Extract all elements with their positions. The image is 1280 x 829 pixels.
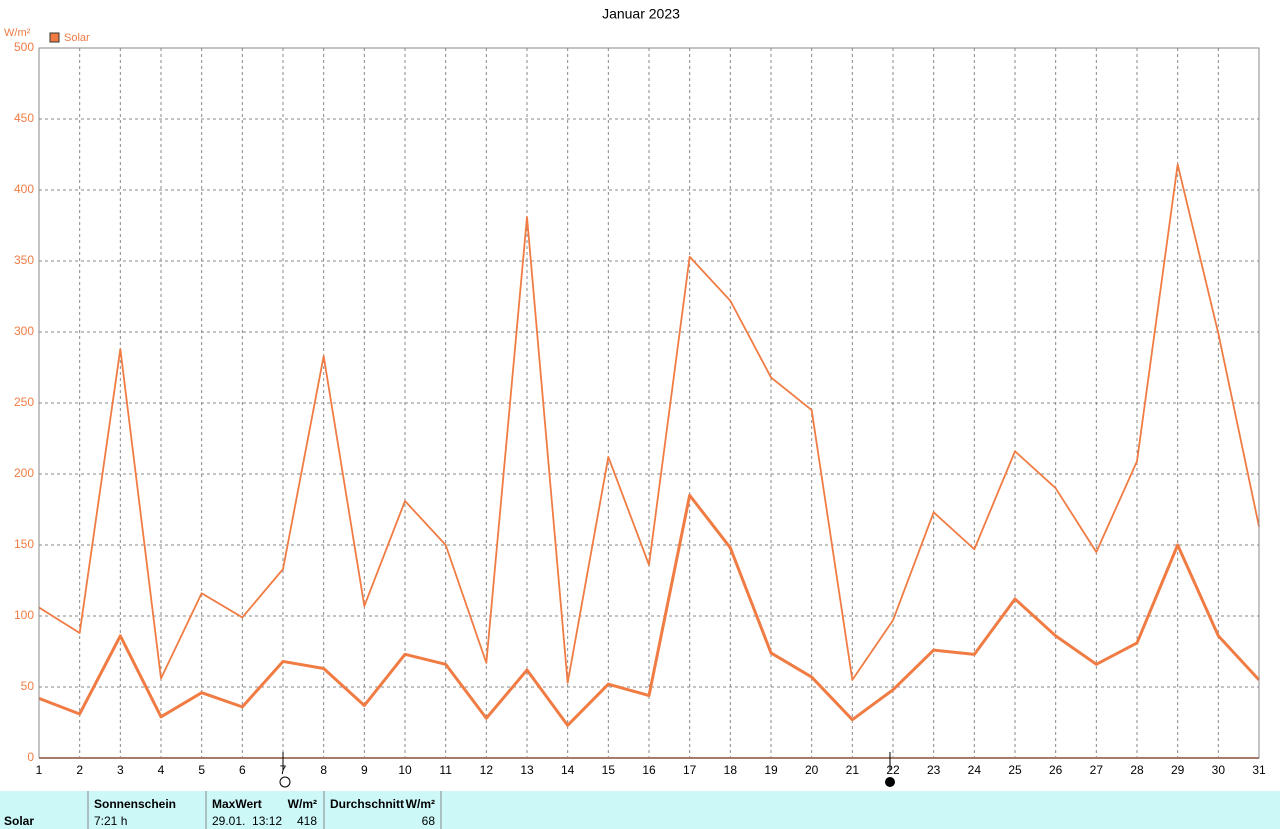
y-tick-label: 100 xyxy=(14,608,34,622)
y-tick-label: 450 xyxy=(14,111,34,125)
cell: 68 xyxy=(422,814,436,828)
x-tick-label: 4 xyxy=(158,763,165,777)
y-tick-label: 250 xyxy=(14,395,34,409)
x-tick-label: 18 xyxy=(724,763,738,777)
chart-title: Januar 2023 xyxy=(602,6,680,22)
x-tick-label: 17 xyxy=(683,763,697,777)
column-header: MaxWert xyxy=(212,797,262,811)
x-tick-label: 20 xyxy=(805,763,819,777)
x-tick-label: 13 xyxy=(520,763,534,777)
x-tick-label: 28 xyxy=(1130,763,1144,777)
x-tick-label: 2 xyxy=(76,763,83,777)
x-tick-label: 5 xyxy=(198,763,205,777)
x-tick-label: 6 xyxy=(239,763,246,777)
x-tick-label: 22 xyxy=(886,763,900,777)
cell: 7:21 h xyxy=(94,814,127,828)
legend-label: Solar xyxy=(64,32,90,44)
x-tick-label: 3 xyxy=(117,763,124,777)
x-tick-label: 12 xyxy=(480,763,494,777)
x-tick-label: 19 xyxy=(764,763,778,777)
y-tick-label: 350 xyxy=(14,253,34,267)
column-header: Sonnenschein xyxy=(94,797,176,811)
x-tick-label: 8 xyxy=(320,763,327,777)
x-tick-label: 16 xyxy=(642,763,656,777)
x-tick-label: 29 xyxy=(1171,763,1185,777)
x-tick-label: 31 xyxy=(1252,763,1266,777)
x-tick-label: 26 xyxy=(1049,763,1063,777)
summary-table: Solar Sonnenschein 7:21 h MaxWert W/m² 2… xyxy=(0,791,1280,829)
x-tick-label: 10 xyxy=(398,763,412,777)
line-series xyxy=(38,163,1260,684)
x-tick-label: 1 xyxy=(36,763,43,777)
legend-swatch xyxy=(49,32,60,43)
x-tick-label: 14 xyxy=(561,763,575,777)
x-tick-label: 15 xyxy=(602,763,616,777)
y-tick-label: 500 xyxy=(14,40,34,54)
x-tick-label: 21 xyxy=(846,763,860,777)
x-tick-label: 11 xyxy=(439,763,452,777)
new-moon-icon xyxy=(885,777,895,787)
y-tick-label: 150 xyxy=(14,537,34,551)
x-tick-label: 27 xyxy=(1090,763,1104,777)
y-tick-label: 300 xyxy=(14,324,34,338)
x-tick-label: 7 xyxy=(280,763,287,777)
x-tick-label: 9 xyxy=(361,763,368,777)
plot-frame xyxy=(38,47,1260,759)
y-unit: W/m² xyxy=(4,27,31,39)
column-header: Durchschnitt xyxy=(330,797,404,811)
y-tick-label: 400 xyxy=(14,182,34,196)
row-label: Solar xyxy=(4,814,34,828)
x-tick-label: 25 xyxy=(1008,763,1022,777)
line-series xyxy=(38,493,1261,727)
y-tick-label: 50 xyxy=(21,679,35,693)
x-tick-label: 30 xyxy=(1212,763,1226,777)
y-tick-label: 0 xyxy=(27,750,34,764)
y-tick-label: 200 xyxy=(14,466,34,480)
cell: 418 xyxy=(297,814,317,828)
x-tick-label: 24 xyxy=(968,763,982,777)
table-background xyxy=(0,791,1280,829)
cell: 29.01. 13:12 xyxy=(212,814,282,828)
full-moon-icon xyxy=(279,776,291,788)
column-unit: W/m² xyxy=(406,797,435,811)
x-tick-label: 23 xyxy=(927,763,941,777)
column-unit: W/m² xyxy=(288,797,317,811)
